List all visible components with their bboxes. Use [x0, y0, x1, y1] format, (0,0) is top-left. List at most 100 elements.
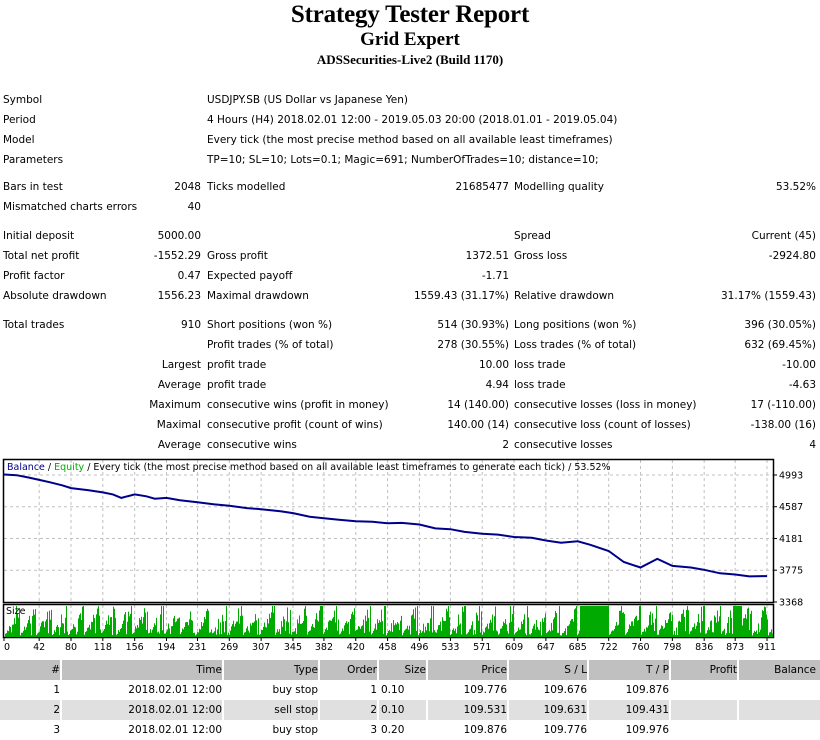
average-profit-label: profit trade	[207, 379, 267, 391]
table-cell: 109.976	[625, 724, 669, 736]
profit-trades-value: 278 (30.55%)	[437, 339, 509, 351]
gross-loss-label: Gross loss	[514, 250, 568, 262]
report-header: Strategy Tester Report Grid Expert ADSSe…	[0, 0, 820, 69]
column-divider	[737, 660, 739, 680]
loss-trades-value: 632 (69.45%)	[744, 339, 816, 351]
svg-text:307: 307	[252, 642, 270, 653]
svg-text:4181: 4181	[779, 534, 803, 545]
table-cell: 3	[53, 724, 60, 736]
maximal-cons-loss-value: -138.00 (16)	[750, 419, 816, 431]
size-label: Size	[6, 606, 26, 617]
average-loss-label: loss trade	[514, 379, 566, 391]
table-header: # Time Type Order Size Price S / L T / P Profit B…	[0, 660, 820, 680]
average-loss-value: -4.63	[788, 379, 816, 391]
bars-row: Bars in test 2048 Ticks modelled 2168547…	[0, 177, 820, 197]
quality-label: Modelling quality	[514, 181, 604, 193]
x-axis: 0 42 80 118 156 194 231 269 307 345 382 420 458 496 53…	[3, 638, 776, 653]
symbol-value: USDJPY.SB (US Dollar vs Japanese Yen)	[207, 94, 408, 106]
avg-consecutive-row: Average consecutive wins 2 consecutive l…	[0, 435, 820, 455]
largest-profit-value: 10.00	[478, 359, 509, 371]
symbol-row: Symbol USDJPY.SB (US Dollar vs Japanese …	[0, 90, 820, 110]
svg-text:156: 156	[126, 642, 144, 653]
table-cell: 109.676	[543, 684, 587, 696]
abs-drawdown-value: 1556.23	[157, 290, 201, 302]
max-drawdown-label: Maximal drawdown	[207, 290, 309, 302]
table-cell: 1	[53, 684, 60, 696]
svg-text:760: 760	[631, 642, 649, 653]
orders-table: # Time Type Order Size Price S / L T / P Profit B…	[0, 660, 820, 740]
svg-text:609: 609	[505, 642, 523, 653]
main-panel-frame	[2, 458, 775, 604]
chart-grid	[4, 460, 773, 637]
svg-text:798: 798	[663, 642, 681, 653]
total-trades-row: Total trades 910 Short positions (won %)…	[0, 315, 820, 335]
svg-text:722: 722	[600, 642, 618, 653]
table-row: 1 2018.02.01 12:00 buy stop 1 0.10 109.776 109…	[0, 680, 820, 700]
column-header: T / P	[646, 664, 669, 676]
maximal-prefix: Maximal	[156, 419, 201, 431]
column-divider	[377, 660, 379, 680]
largest-row: Largest profit trade 10.00 loss trade -1…	[0, 355, 820, 375]
drawdown-row: Absolute drawdown 1556.23 Maximal drawdo…	[0, 286, 820, 306]
model-label: Model	[3, 134, 35, 146]
maximum-prefix: Maximum	[149, 399, 201, 411]
period-value: 4 Hours (H4) 2018.02.01 12:00 - 2019.05.…	[207, 114, 618, 126]
largest-prefix: Largest	[161, 359, 201, 371]
expert-name: Grid Expert	[360, 29, 460, 50]
svg-text:0: 0	[4, 642, 10, 653]
mismatch-row: Mismatched charts errors 40	[0, 197, 820, 217]
initial-deposit-value: 5000.00	[157, 230, 201, 242]
size-histogram	[5, 606, 773, 637]
loss-trades-label: Loss trades (% of total)	[514, 339, 637, 351]
average-profit-value: 4.94	[485, 379, 509, 391]
server-build: ADSSecurities-Live2 (Build 1170)	[316, 52, 504, 67]
svg-text:42: 42	[33, 642, 45, 653]
model-row: Model Every tick (the most precise metho…	[0, 130, 820, 150]
ticks-value: 21685477	[455, 181, 509, 193]
svg-text:118: 118	[94, 642, 112, 653]
column-header: Balance	[774, 664, 816, 676]
column-header: Time	[196, 664, 222, 676]
table-cell: 2018.02.01 12:00	[128, 724, 222, 736]
svg-text:458: 458	[379, 642, 397, 653]
avg-cons-wins-label: consecutive wins	[207, 439, 297, 451]
max-cons-losses-label: consecutive losses (loss in money)	[514, 399, 697, 411]
max-cons-losses-value: 17 (-110.00)	[750, 399, 816, 411]
largest-profit-label: profit trade	[207, 359, 267, 371]
short-positions-label: Short positions (won %)	[207, 319, 333, 331]
table-cell: 109.631	[543, 704, 587, 716]
table-cell: 109.876	[625, 684, 669, 696]
balance-line	[3, 473, 768, 578]
parameters-label: Parameters	[3, 154, 64, 166]
parameters-value: TP=10; SL=10; Lots=0.1; Magic=691; Numbe…	[207, 154, 599, 166]
symbol-label: Symbol	[3, 94, 43, 106]
table-cell: 109.431	[625, 704, 669, 716]
profit-factor-row: Profit factor 0.47 Expected payoff -1.71	[0, 266, 820, 286]
svg-text:3775: 3775	[779, 566, 803, 577]
column-divider	[222, 700, 224, 720]
max-drawdown-value: 1559.43 (31.17%)	[414, 290, 509, 302]
long-positions-value: 396 (30.05%)	[744, 319, 816, 331]
table-cell: 3	[370, 724, 377, 736]
svg-text:231: 231	[188, 642, 206, 653]
column-divider	[222, 660, 224, 680]
net-profit-value: -1552.29	[153, 250, 201, 262]
table-cell: 0.20	[381, 724, 405, 736]
table-cell: 1	[370, 684, 377, 696]
maximum-row: Maximum consecutive wins (profit in mone…	[0, 395, 820, 415]
maximal-cons-profit-value: 140.00 (14)	[447, 419, 509, 431]
svg-text:647: 647	[537, 642, 555, 653]
column-header: Type	[293, 664, 318, 676]
size-panel-frame	[2, 603, 775, 639]
avg-cons-losses-label: consecutive losses	[514, 439, 613, 451]
column-divider	[60, 660, 62, 680]
column-divider	[587, 660, 589, 680]
average-row: Average profit trade 4.94 loss trade -4.…	[0, 375, 820, 395]
svg-text:533: 533	[441, 642, 459, 653]
chart-legend: Balance / Equity / Every tick (the most …	[7, 462, 611, 473]
svg-text:3368: 3368	[779, 598, 803, 609]
table-cell: 0.10	[381, 704, 405, 716]
net-profit-label: Total net profit	[3, 250, 80, 262]
table-cell: 2	[370, 704, 377, 716]
gross-profit-value: 1372.51	[465, 250, 509, 262]
